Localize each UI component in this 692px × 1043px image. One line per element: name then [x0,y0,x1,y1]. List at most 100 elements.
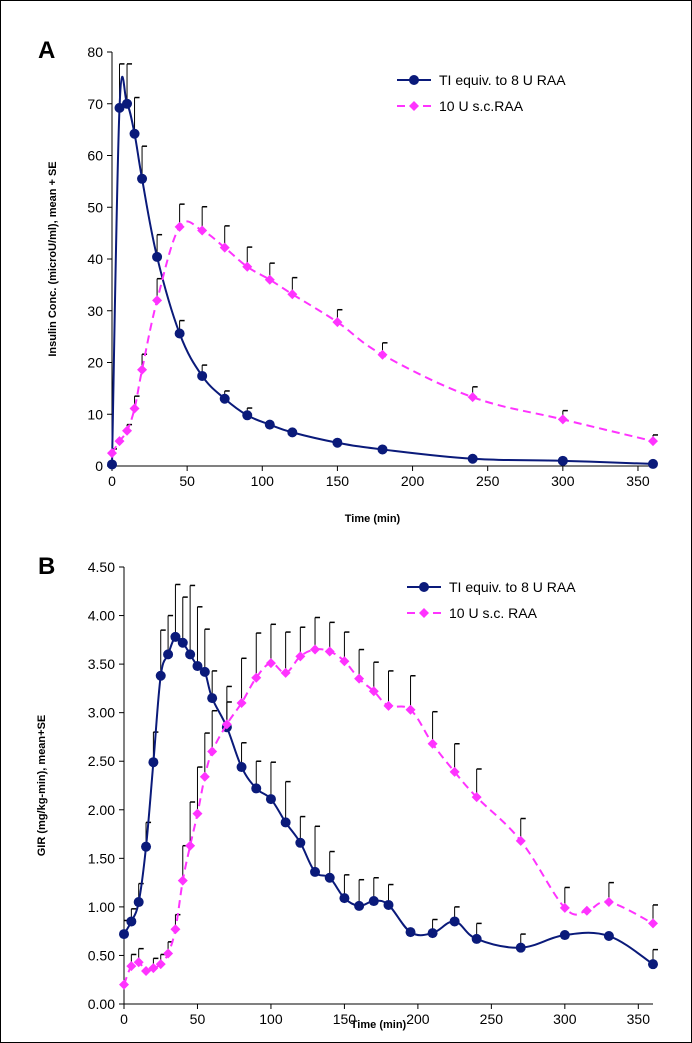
panel-a-sc-series-point [197,225,208,236]
panel-b-ti-series-point [471,933,482,944]
panel-a-ti-series-point [152,251,163,262]
panel-a-sc-series-point [137,364,148,375]
panel-a-ti-series-point [137,173,148,184]
panel-b-x-axis-title: Time (min) [351,1019,407,1031]
panel-b-y-tick-label: 1.50 [88,850,115,866]
panel-a-x-tick-label: 50 [179,473,195,489]
panel-b-y-axis-title: GIR (mg/kg-min), mean+SE [36,715,48,857]
panel-a-y-axis-title: Insulin Conc. (microU/ml), mean + SE [47,161,59,356]
panel-b-ti-series-point [170,631,181,642]
panel-b-ti-series-point [339,893,350,904]
panel-b-y-tick-label: 4.00 [88,608,115,624]
panel-b-ti-series-point [192,661,203,672]
panel-b-sc-series-point [383,700,394,711]
panel-b-ti-series-point [559,930,570,941]
panel-b-chart: 0.00 0.50 1.00 1.50 2.00 2.50 3.00 3.50 4.00 4.50… [36,559,658,1031]
panel-b-x-tick-label: 200 [406,1011,430,1027]
panel-a-ti-series-point [332,437,343,448]
panel-b-ti-series-point [310,866,321,877]
panel-a-sc-series-point [287,289,298,300]
panel-b-ti-series-point [185,649,196,660]
panel-b-x-tick-label: 50 [190,1011,206,1027]
panel-a-legend-swatch-marker [409,75,419,85]
panel-a-x-axis-title: Time (min) [345,513,401,525]
panel-b-legend-label: TI equiv. to 8 U RAA [449,579,576,595]
panel-a-sc-series-point [648,436,658,447]
panel-b-ti-series-point [427,928,438,939]
panel-a-sc-series-point [174,221,185,232]
panel-b-y-tick-label: 0.00 [88,996,115,1012]
panel-a-ti-series-point [264,419,275,430]
panel-b-sc-series-point [339,656,350,667]
panel-b-ti-series-point [141,841,152,852]
panel-a-x-tick-label: 350 [626,473,650,489]
panel-b-sc-series-point [170,924,181,935]
panel-a-ti-series-point [174,328,185,339]
panel-b-sc-series-point [126,961,137,972]
panel-b-sc-series-point [155,959,166,970]
panel-a-y-tick-label: 50 [87,199,103,215]
panel-a-x-tick-label: 200 [401,473,425,489]
panel-b-x-tick-label: 250 [480,1011,504,1027]
panel-b-sc-series-point [141,965,152,976]
panel-b-ti-series-point [449,916,460,927]
panel-a-x-tick-label: 250 [476,473,500,489]
panel-b-sc-series-point [192,808,203,819]
panel-b-sc-series-line [123,648,654,985]
panel-b-ti-series-point [148,757,159,768]
panel-b-sc-series-point [221,719,232,730]
panel-b-legend-swatch-marker [419,608,429,618]
panel-a-sc-series-point [122,425,133,436]
panel-a-sc-series-point [467,392,478,403]
panel-a-ti-series-point [219,393,230,404]
panel-a-y-tick-label: 60 [87,148,103,164]
panel-a-ti-series-point [242,410,253,421]
panel-b-y-tick-label: 3.00 [88,705,115,721]
panel-b-ti-series-point [280,817,291,828]
panel-a-letter: A [38,37,55,64]
panel-b-sc-series-point [236,697,247,708]
panel-b-legend-swatch-marker [419,582,429,592]
panel-b-sc-series-point [368,686,379,697]
panel-a-ti-series-line [111,75,654,465]
panel-a-ti-series-point [107,459,117,470]
panel-b-ti-series-point [603,931,614,942]
panel-a-ti-series-point [377,444,388,455]
panel-b-y-tick-label: 2.50 [88,753,115,769]
panel-a-ti-series-point [129,128,140,139]
panel-b-sc-series-point [177,875,188,886]
panel-b-x-tick-label: 350 [627,1011,651,1027]
panel-b-ti-series-point [515,942,526,953]
panel-b-sc-series-point [427,738,438,749]
panel-a-ti-series-point [467,453,478,464]
panel-b-sc-series-point [515,835,526,846]
panel-b-ti-series-point [207,693,218,704]
panel-b-sc-series-point [449,766,460,777]
panel-b-sc-series-point [324,646,335,657]
panel-b-x-tick-label: 100 [259,1011,283,1027]
panel-b-sc-series-point [354,673,365,684]
panel-b-sc-series-point [163,948,174,959]
panel-a-y-tick-label: 80 [87,44,103,60]
panel-a-ti-series-point [287,427,298,438]
panel-b-sc-series-point [559,902,570,913]
panel-b-ti-series-point [163,649,174,660]
panel-b-ti-series-point [354,900,365,911]
panel-b-y-tick-label: 0.50 [88,947,115,963]
panel-b-sc-series-point [310,644,321,655]
panel-b-y-tick-label: 1.00 [88,899,115,915]
panel-b-letter: B [38,553,55,580]
panel-b-ti-series-point [251,783,262,794]
panel-a-ti-series-point [557,455,568,466]
panel-b-sc-series-point [185,840,196,851]
panel-b-ti-series-point [265,794,276,805]
panel-b-sc-series-point [295,651,306,662]
panel-b-x-tick-label: 300 [553,1011,577,1027]
panel-b-ti-series-point [368,896,379,907]
panel-a-x-tick-label: 100 [251,473,275,489]
panel-a-x-tick-label: 300 [551,473,575,489]
panel-b-ti-series-point [177,637,188,648]
panel-a-sc-series-point [264,274,275,285]
